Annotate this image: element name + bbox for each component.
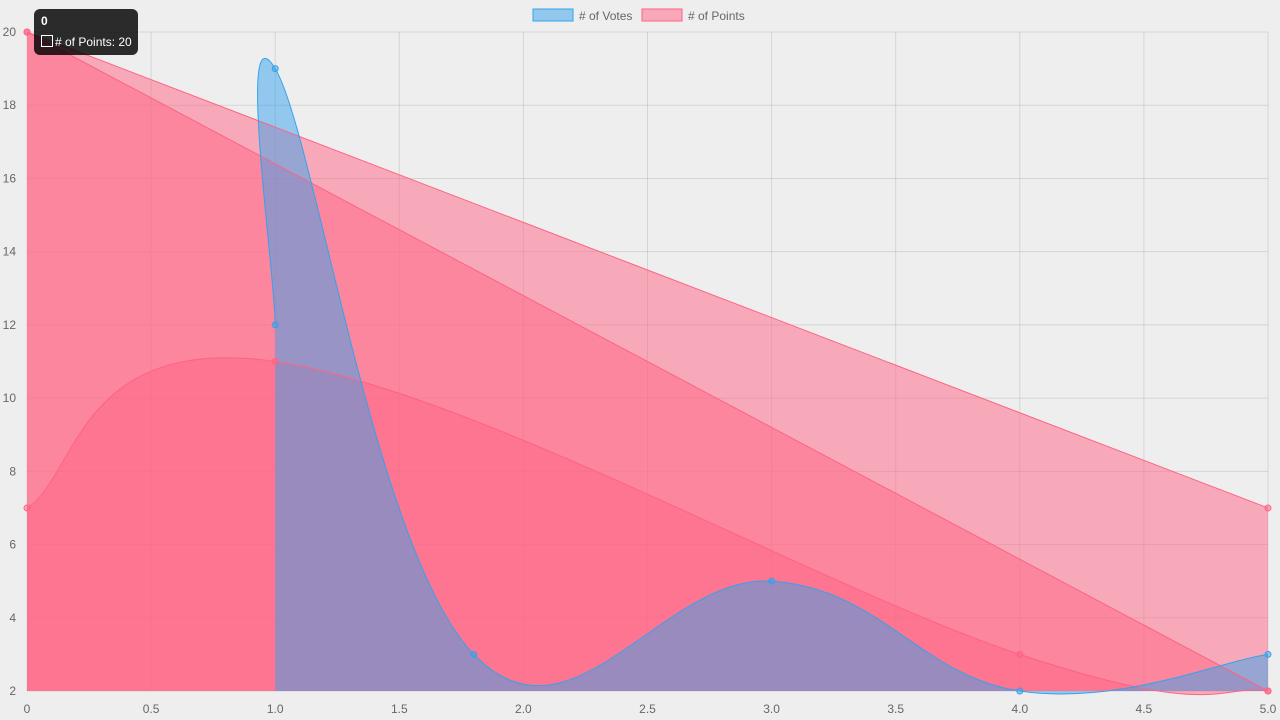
y-axis-ticks: 2 4 6 8 10 12 14 16 18 20 <box>3 25 17 698</box>
tooltip-title: 0 <box>41 14 48 28</box>
data-point[interactable] <box>1016 687 1024 695</box>
y-tick-label: 6 <box>9 538 16 552</box>
x-tick-label: 0 <box>24 702 31 716</box>
y-tick-label: 12 <box>3 318 17 332</box>
series-line-3 <box>26 31 1269 509</box>
data-point[interactable] <box>23 504 31 512</box>
x-tick-label: 2.0 <box>515 702 532 716</box>
tooltip: 0 # of Points: 20 <box>34 9 138 55</box>
data-point[interactable] <box>23 28 31 36</box>
x-axis-ticks: 0 0.5 1.0 1.5 2.0 2.5 3.0 3.5 4.0 4.5 5.0 <box>24 702 1277 716</box>
data-point[interactable] <box>768 577 776 585</box>
tooltip-label: # of Points: 20 <box>55 35 132 49</box>
x-tick-label: 1.0 <box>267 702 284 716</box>
data-point[interactable] <box>470 650 478 658</box>
legend: # of Votes # of Points <box>532 8 745 23</box>
y-tick-label: 2 <box>9 684 16 698</box>
legend-swatch <box>641 8 683 22</box>
series-area-0 <box>257 58 1268 694</box>
series-points <box>23 28 1272 695</box>
series-line-2 <box>26 31 1269 692</box>
data-point[interactable] <box>271 358 279 365</box>
data-point[interactable] <box>1264 687 1272 695</box>
y-tick-label: 4 <box>9 611 16 625</box>
x-tick-label: 4.0 <box>1011 702 1028 716</box>
tooltip-swatch <box>41 35 53 47</box>
x-tick-label: 0.5 <box>143 702 160 716</box>
x-tick-label: 3.5 <box>887 702 904 716</box>
data-point[interactable] <box>1264 650 1272 658</box>
x-tick-label: 3.0 <box>763 702 780 716</box>
x-tick-label: 2.5 <box>639 702 656 716</box>
data-point[interactable] <box>1264 504 1272 512</box>
legend-label: # of Points <box>688 9 745 23</box>
y-tick-label: 14 <box>3 245 17 259</box>
data-point[interactable] <box>271 321 279 329</box>
data-point[interactable] <box>271 65 279 73</box>
x-tick-label: 1.5 <box>391 702 408 716</box>
x-tick-label: 5.0 <box>1260 702 1277 716</box>
legend-item[interactable]: # of Points <box>641 8 745 23</box>
tooltip-row: # of Points: 20 <box>41 35 132 49</box>
series-line-1 <box>26 357 1269 696</box>
legend-item[interactable]: # of Votes <box>532 8 632 23</box>
y-tick-label: 10 <box>3 391 17 405</box>
y-tick-label: 18 <box>3 98 17 112</box>
data-point[interactable] <box>1016 650 1024 658</box>
y-tick-label: 20 <box>3 25 17 39</box>
y-tick-label: 16 <box>3 171 17 185</box>
legend-swatch <box>532 8 574 22</box>
legend-label: # of Votes <box>579 9 632 23</box>
x-tick-label: 4.5 <box>1136 702 1153 716</box>
y-tick-label: 8 <box>9 464 16 478</box>
